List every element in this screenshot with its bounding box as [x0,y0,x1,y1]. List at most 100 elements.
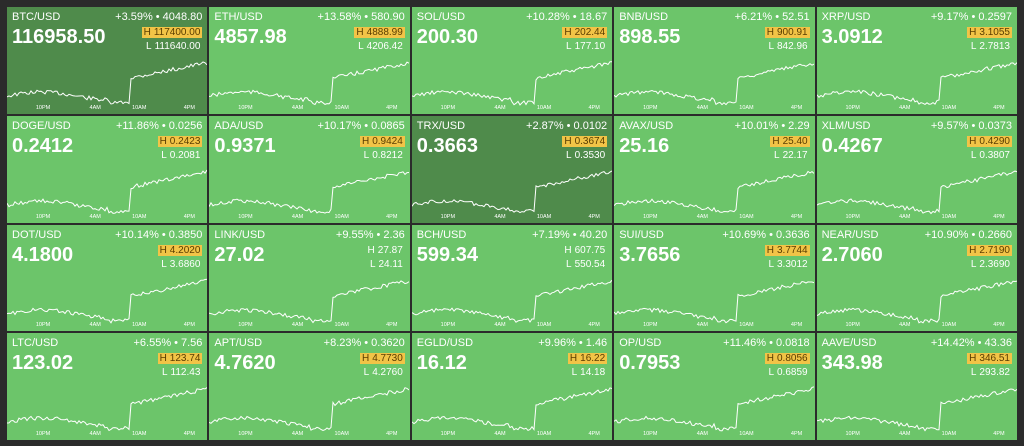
last-price: 0.2412 [12,134,74,157]
ticker-tile[interactable]: AVAX/USD +10.01% • 2.29 25.16 H 25.40 L 22.17 10P… [614,115,815,223]
change-percent: +14.42% [930,337,975,350]
change-info: +9.17% • 0.2597 [928,11,1012,23]
sparkline [816,388,1017,432]
sparkline [209,61,410,106]
low-box: L 842.96 [766,41,809,52]
high-box: H 0.2423 [157,135,203,147]
ticker-tile[interactable]: XLM/USD +9.57% • 0.0373 0.4267 H 0.4290 L 0.3807… [816,115,1017,223]
change-percent: +2.87% [526,119,564,132]
pair-symbol: XRP/USD [821,11,871,23]
time-label: 10PM [643,431,658,437]
high-value: 4888.99 [366,27,403,38]
time-label: 10PM [35,104,51,111]
last-price: 123.02 [12,352,74,375]
low-value: 111640.00 [154,41,201,52]
change-info: +11.46% • 0.0818 [720,337,809,349]
low-box: L 111640.00 [144,41,202,52]
change-amount: 0.3636 [775,228,810,241]
pair-symbol: ADA/USD [214,119,264,132]
last-price: 4857.98 [214,26,287,48]
time-label: 4AM [696,322,709,329]
change-info: +13.58% • 580.90 [315,11,405,23]
low-label: L [970,258,977,270]
ticker-tile[interactable]: AAVE/USD +14.42% • 43.36 343.98 H 346.51 L 293.8… [816,333,1017,440]
low-value: 842.96 [777,41,808,52]
change-info: +8.23% • 0.3620 [321,337,405,349]
time-label: 10PM [845,213,860,220]
ticker-tile[interactable]: OP/USD +11.46% • 0.0818 0.7953 H 0.8056 L 0.6859… [614,333,815,440]
ticker-tile[interactable]: ADA/USD +10.17% • 0.0865 0.9371 H 0.9424 L 0.821… [209,115,410,223]
sparkline [816,280,1017,324]
sparkline-path [614,63,815,106]
ticker-tile[interactable]: DOT/USD +10.14% • 0.3850 4.1800 H 4.2020 L 3.686… [7,224,208,332]
pair-symbol: BTC/USD [12,11,61,23]
change-amount: 0.3620 [371,337,405,350]
ticker-tile[interactable]: SOL/USD +10.28% • 18.67 200.30 H 202.44 L 177.10… [411,7,613,114]
pair-symbol: DOGE/USD [12,119,71,132]
time-label: 10PM [238,104,253,111]
last-price: 0.9371 [214,134,276,157]
sparkline [7,169,207,214]
ticker-tile[interactable]: TRX/USD +2.87% • 0.0102 0.3663 H 0.3674 L 0.3530… [411,115,613,223]
sparkline [209,387,410,432]
high-value: 0.8056 [777,353,808,365]
pair-symbol: NEAR/USD [821,228,879,241]
low-label: L [768,258,774,270]
change-percent: +3.59% [115,11,153,23]
low-label: L [970,41,977,52]
separator: • [775,11,780,23]
time-label: 10PM [440,322,456,329]
ticker-tile[interactable]: BCH/USD +7.19% • 40.20 599.34 H 607.75 L 550.54 1… [411,224,613,332]
low-value: 24.11 [378,258,403,270]
ticker-tile[interactable]: SUI/USD +10.69% • 0.3636 3.7656 H 3.7744 L 3.301… [614,224,815,332]
low-box: L 177.10 [564,41,607,52]
low-value: 112.43 [170,367,201,379]
change-amount: 52.51 [782,11,810,23]
ticker-tile[interactable]: EGLD/USD +9.96% • 1.46 16.12 H 16.22 L 14.18 10PM… [411,333,613,440]
high-label: H [766,244,774,256]
sparkline-path [816,388,1017,432]
time-label: 10PM [845,104,860,111]
time-label: 4AM [899,104,911,111]
ticker-tile[interactable]: NEAR/USD +10.90% • 0.2660 2.7060 H 2.7190 L 2.36… [816,224,1017,332]
change-info: +10.14% • 0.3850 [112,229,202,241]
change-info: +14.42% • 43.36 [928,337,1012,349]
high-box: H 607.75 [562,245,607,256]
last-price: 200.30 [416,26,478,48]
last-price: 3.7656 [619,243,681,266]
time-label: 4AM [89,213,101,220]
time-label: 4AM [696,431,709,437]
change-percent: +11.46% [723,337,767,350]
last-price: 343.98 [821,352,883,375]
last-price: 116958.50 [12,26,106,48]
low-box: L 14.18 [570,367,608,378]
sparkline [816,170,1017,214]
ticker-tile[interactable]: ETH/USD +13.58% • 580.90 4857.98 H 4888.99 L 420… [209,7,410,114]
low-value: 3.6860 [169,258,201,270]
separator: • [977,337,982,350]
ticker-tile[interactable]: BNB/USD +6.21% • 52.51 898.55 H 900.91 L 842.96 1… [614,7,815,114]
low-value: 22.17 [782,149,808,161]
ticker-tile[interactable]: LTC/USD +6.55% • 7.56 123.02 H 123.74 L 112.43 10… [7,333,208,440]
sparkline-path [7,387,207,432]
separator: • [781,119,786,132]
high-label: H [159,244,167,256]
low-label: L [161,258,167,270]
high-label: H [969,27,977,38]
last-price: 2.7060 [821,243,883,266]
time-label: 10AM [334,322,349,329]
ticker-tile[interactable]: BTC/USD +3.59% • 4048.80 116958.50 H 117400.00… [7,7,208,114]
high-box: H 3.1055 [967,27,1012,38]
high-box: H 2.7190 [967,244,1012,256]
ticker-tile[interactable]: APT/USD +8.23% • 0.3620 4.7620 H 4.7730 L 4.2760… [209,333,410,440]
sparkline-path [209,387,410,432]
ticker-tile[interactable]: XRP/USD +9.17% • 0.2597 3.0912 H 3.1055 L 2.7813… [816,7,1017,114]
change-info: +6.55% • 7.56 [130,337,202,349]
high-label: H [356,27,364,38]
separator: • [155,11,160,23]
low-label: L [363,367,370,379]
ticker-tile[interactable]: LINK/USD +9.55% • 2.36 27.02 H 27.87 L 24.11 10PM… [209,224,410,332]
separator: • [364,119,369,132]
ticker-tile[interactable]: DOGE/USD +11.86% • 0.0256 0.2412 H 0.2423 L 0.20… [7,115,208,223]
low-box: L 0.3530 [564,150,607,161]
